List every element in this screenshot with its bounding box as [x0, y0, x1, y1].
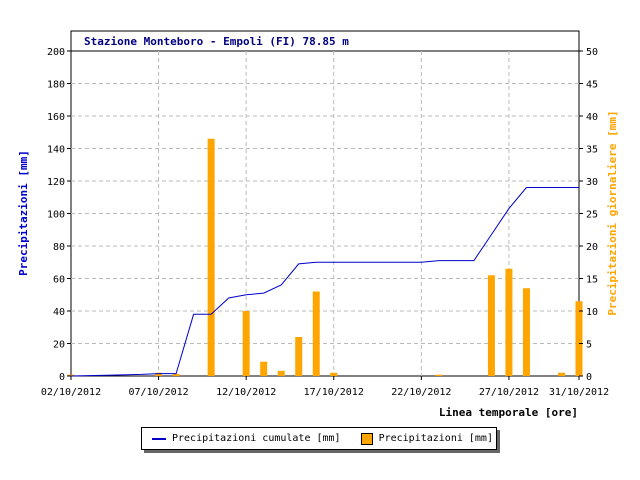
daily-bar [557, 372, 565, 376]
daily-bar [277, 370, 285, 376]
y-right-tick-label: 35 [586, 145, 598, 156]
y-right-tick-label: 0 [586, 372, 592, 383]
y-left-tick-label: 180 [47, 80, 65, 91]
y-right-tick-label: 30 [586, 177, 598, 188]
x-axis-label: Linea temporale [ore] [439, 406, 578, 419]
y-left-tick-label: 60 [53, 275, 65, 286]
daily-bar [522, 288, 530, 376]
y-right-tick-label: 20 [586, 242, 598, 253]
legend-line-swatch [152, 437, 166, 440]
x-axis: 02/10/2012 07/10/2012 12/10/2012 17/10/2012… [41, 376, 609, 398]
x-tick-label: 22/10/2012 [391, 387, 451, 398]
x-tick-label: 27/10/2012 [479, 387, 539, 398]
y-right-tick-label: 10 [586, 307, 598, 318]
cumulative-line [70, 187, 579, 377]
y-left-tick-label: 80 [53, 242, 65, 253]
x-tick-label: 31/10/2012 [549, 387, 609, 398]
x-tick-label: 02/10/2012 [41, 387, 101, 398]
chart-title: Stazione Monteboro - Empoli (FI) 78.85 m [84, 35, 349, 48]
legend: Precipitazioni cumulate [mm] Precipitazi… [141, 427, 497, 450]
y-right-tick-label: 45 [586, 80, 598, 91]
x-tick-label: 17/10/2012 [304, 387, 364, 398]
y-right-tick-label: 5 [586, 340, 592, 351]
y-axis-right: 0 5 10 15 20 25 30 35 40 45 50 [579, 47, 598, 383]
legend-label-daily: Precipitazioni [mm] [378, 433, 493, 444]
legend-bar-swatch [360, 432, 373, 445]
y-right-tick-label: 25 [586, 210, 598, 221]
daily-bar [67, 374, 75, 376]
x-tick-label: 07/10/2012 [128, 387, 188, 398]
y-left-tick-label: 40 [53, 307, 65, 318]
y-right-tick-label: 15 [586, 275, 598, 286]
daily-bar [435, 374, 443, 376]
legend-item-cumulative: Precipitazioni cumulate [mm] [142, 433, 341, 444]
y-left-tick-label: 20 [53, 340, 65, 351]
legend-label-cumulative: Precipitazioni cumulate [mm] [172, 433, 341, 444]
x-tick-label: 12/10/2012 [216, 387, 276, 398]
y-right-tick-label: 50 [586, 47, 598, 58]
daily-bar [260, 361, 268, 376]
daily-bar [207, 138, 215, 376]
daily-bar [505, 268, 513, 376]
daily-bar [295, 337, 303, 376]
daily-bar [172, 374, 180, 376]
y-axis-left-label: Precipitazioni [mm] [17, 150, 30, 276]
y-right-tick-label: 40 [586, 112, 598, 123]
daily-bar [575, 301, 583, 376]
y-left-tick-label: 0 [59, 372, 65, 383]
daily-bar [155, 372, 163, 376]
legend-item-daily: Precipitazioni [mm] [341, 432, 493, 445]
daily-bar [487, 275, 495, 376]
y-left-tick-label: 100 [47, 210, 65, 221]
y-left-tick-label: 200 [47, 47, 65, 58]
daily-bar [330, 372, 338, 376]
daily-bar [242, 311, 250, 376]
daily-bar [312, 291, 320, 376]
y-axis-right-label: Precipitazioni giornaliere [mm] [606, 110, 619, 315]
y-left-tick-label: 160 [47, 112, 65, 123]
y-left-tick-label: 120 [47, 177, 65, 188]
daily-bars [67, 138, 583, 376]
y-axis-left: 0 20 40 60 80 100 120 140 160 180 200 [47, 47, 71, 383]
y-left-tick-label: 140 [47, 145, 65, 156]
